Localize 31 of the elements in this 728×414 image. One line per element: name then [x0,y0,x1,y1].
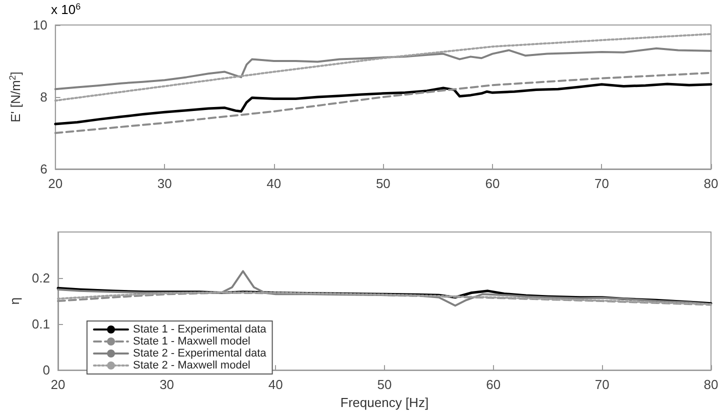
x-tick-label: 60 [485,176,500,191]
x-tick-label: 40 [268,377,283,392]
legend-label: State 2 - Experimental data [133,348,268,360]
y-tick-label: 10 [32,18,48,32]
y-axis-title: E' [N/m2] [8,72,23,122]
x-tick-label: 40 [266,176,282,191]
x-tick-label: 20 [48,176,63,191]
y-tick-label: 8 [40,90,48,104]
x-tick-label: 80 [704,176,718,191]
x-tick-label: 70 [594,377,610,392]
x-tick-label: 70 [594,176,609,191]
x-tick-label: 30 [160,377,174,392]
x-tick-label: 80 [704,377,718,392]
x-tick-label: 50 [376,176,390,191]
x-tick-label: 20 [50,377,66,392]
x-axis-title: Frequency [Hz] [340,395,429,410]
legend-label: State 2 - Maxwell model [133,360,250,372]
line-series [56,270,712,307]
legend-label: State 1 - Maxwell model [133,336,250,348]
line-series [54,47,712,90]
x-tick-label: 60 [486,377,501,392]
y-tick-label: 0.2 [32,270,50,286]
y-tick-label: 0 [42,362,50,378]
y-axis-title: η [7,297,22,305]
y-tick-label: 6 [40,162,48,176]
y-tick-label: 0.1 [32,316,50,332]
x-tick-label: 50 [377,377,392,392]
legend-label: State 1 - Experimental data [133,324,268,336]
x-tick-label: 30 [157,176,172,191]
line-series [54,82,712,126]
line-series [54,72,712,134]
